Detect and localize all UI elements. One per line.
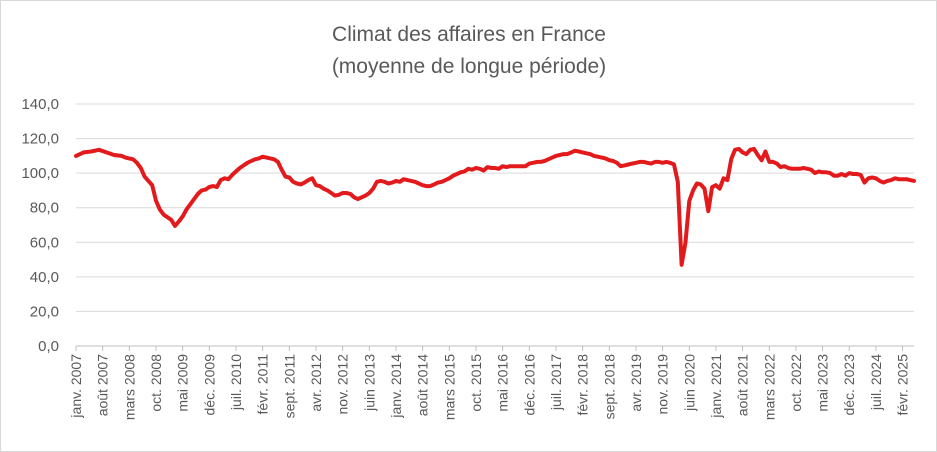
x-tick-label: juil. 2024 (868, 354, 884, 411)
x-tick-label: déc. 2023 (841, 354, 857, 416)
x-tick-label: sept. 2018 (601, 354, 617, 420)
x-axis: janv. 2007 août 2007 mars 2008 oct. 2008 mai… (68, 345, 914, 420)
y-tick-label: 80,0 (30, 200, 59, 217)
x-tick-label: mars 2022 (761, 354, 777, 420)
x-tick-label: mai 2016 (495, 354, 511, 412)
x-tick-label: avr. 2012 (308, 354, 324, 412)
x-tick-label: févr. 2025 (895, 354, 911, 416)
x-tick-label: août 2014 (415, 354, 431, 416)
x-tick-label: janv. 2014 (388, 354, 404, 419)
y-tick-label: 40,0 (30, 269, 59, 286)
x-tick-label: nov. 2019 (655, 354, 671, 415)
x-tick-label: déc. 2009 (201, 354, 217, 416)
series-layer (74, 146, 916, 267)
x-tick-label: févr. 2018 (575, 354, 591, 416)
x-tick-label: août 2021 (735, 354, 751, 416)
y-tick-label: 60,0 (30, 234, 59, 251)
chart-subtitle: (moyenne de longue période) (332, 55, 606, 78)
gridlines (76, 103, 914, 312)
y-tick-label: 140,0 (21, 96, 59, 113)
x-tick-label: mars 2008 (121, 354, 137, 420)
chart-title: Climat des affaires en France (332, 23, 606, 46)
x-tick-label: oct. 2015 (468, 354, 484, 412)
x-tick-label: juin 2020 (681, 354, 697, 412)
x-tick-label: janv. 2021 (708, 354, 724, 419)
x-tick-label: juil. 2017 (548, 354, 564, 411)
x-tick-label: févr. 2011 (255, 354, 271, 415)
x-tick-label: mai 2009 (175, 354, 191, 412)
y-tick-label: 120,0 (21, 131, 59, 148)
y-axis: 0,0 20,0 40,0 60,0 80,0 100,0 120,0 140,0 (21, 96, 59, 355)
x-tick-label: oct. 2008 (148, 354, 164, 412)
x-tick-label: janv. 2007 (68, 354, 84, 419)
x-tick-label: déc. 2016 (521, 354, 537, 416)
x-tick-label: nov. 2012 (335, 354, 351, 415)
y-tick-label: 0,0 (38, 338, 59, 355)
x-tick-label: mai 2023 (815, 354, 831, 412)
x-tick-label: juin 2013 (361, 354, 377, 412)
y-tick-label: 20,0 (30, 303, 59, 320)
x-tick-label: sept. 2011 (281, 354, 297, 419)
x-tick-label: juil. 2010 (228, 354, 244, 411)
y-tick-label: 100,0 (21, 165, 59, 182)
x-tick-label: mars 2015 (441, 354, 457, 420)
x-tick-label: août 2007 (95, 354, 111, 416)
x-tick-label: avr. 2019 (628, 354, 644, 412)
series-line (74, 146, 916, 267)
x-tick-label: oct. 2022 (788, 354, 804, 412)
